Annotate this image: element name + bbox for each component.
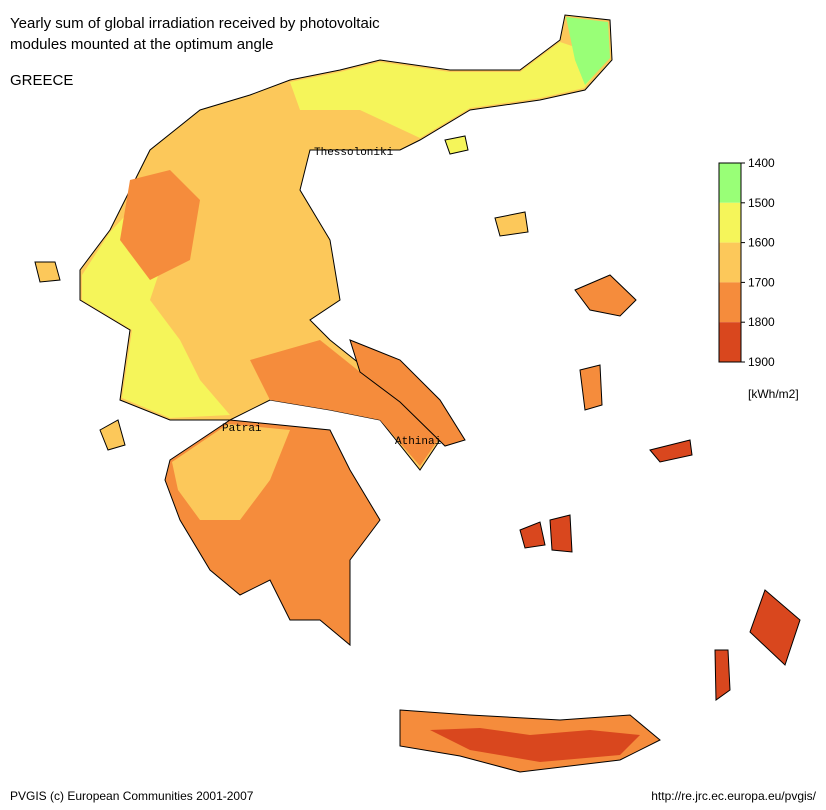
- city-label: Thessoloniki: [314, 147, 394, 159]
- legend-tick-label: 1600: [748, 236, 775, 250]
- map-shapes: [34, 14, 801, 773]
- legend-tick-label: 1800: [748, 315, 775, 329]
- island: [714, 649, 731, 701]
- zone: [250, 340, 438, 466]
- zone: [120, 170, 200, 280]
- island: [519, 521, 546, 549]
- island: [99, 419, 126, 451]
- title-line: modules mounted at the optimum angle: [10, 36, 274, 53]
- source-url: http://re.jrc.ec.europa.eu/pvgis/: [651, 789, 816, 803]
- legend-tick-label: 1400: [748, 156, 775, 170]
- island: [649, 439, 693, 463]
- country-label: GREECE: [10, 72, 73, 89]
- island: [574, 274, 637, 317]
- legend-swatch: [719, 163, 741, 203]
- island: [34, 261, 61, 283]
- legend: 1400 1500 1600 1700 1800 1900: [718, 156, 775, 369]
- city-label: Patrai: [222, 423, 262, 435]
- island: [579, 364, 603, 411]
- mainland: [79, 14, 613, 471]
- legend-tick-label: 1900: [748, 355, 775, 369]
- legend-swatch: [719, 282, 741, 323]
- legend-frame: [718, 162, 742, 363]
- legend-tick-label: 1500: [748, 196, 775, 210]
- legend-swatch: [719, 202, 741, 243]
- legend-swatch: [719, 322, 741, 362]
- island: [549, 514, 573, 553]
- credit: PVGIS (c) European Communities 2001-2007: [10, 789, 254, 803]
- zone: [172, 424, 290, 520]
- title-line: Yearly sum of global irradiation receive…: [10, 15, 380, 32]
- island: [444, 135, 469, 155]
- island: [494, 211, 529, 237]
- zone: [290, 42, 608, 138]
- island: [349, 339, 466, 447]
- zone: [430, 728, 640, 762]
- legend-tick-label: 1700: [748, 275, 775, 289]
- legend-unit: [kWh/m2]: [748, 387, 799, 401]
- zone: [566, 17, 610, 85]
- city-label: Athinai: [395, 436, 442, 448]
- zone: [82, 200, 230, 418]
- legend-swatch: [719, 242, 741, 283]
- island: [749, 589, 801, 666]
